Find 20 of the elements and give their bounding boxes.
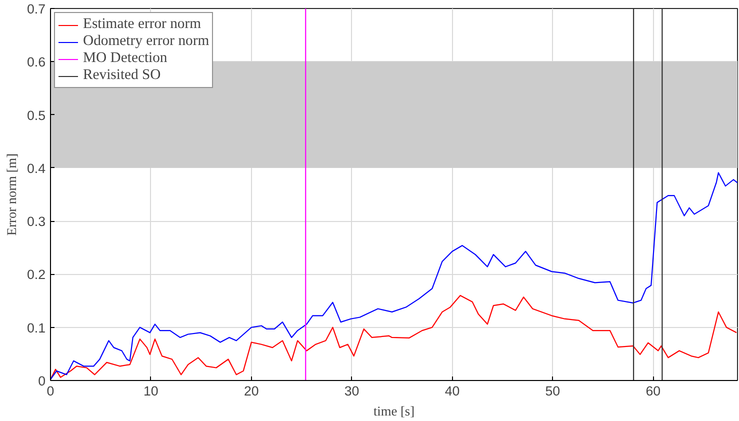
legend-label: Revisited SO bbox=[83, 67, 161, 84]
y-tick-label: 0.1 bbox=[26, 320, 46, 336]
y-tick-label: 0.3 bbox=[26, 214, 46, 230]
y-tick-label: 0.5 bbox=[26, 108, 46, 123]
y-tick-label: 0.6 bbox=[26, 54, 46, 70]
y-tick-label: 0.4 bbox=[26, 160, 46, 176]
y-tick-label: 0.2 bbox=[26, 267, 46, 282]
x-tick-label: 10 bbox=[144, 384, 158, 398]
y-axis-title: Error norm [m] bbox=[4, 153, 19, 236]
legend-label: Estimate error norm bbox=[83, 16, 202, 33]
x-tick-label: 60 bbox=[646, 384, 661, 398]
x-tick-label: 40 bbox=[444, 384, 460, 398]
legend-label: MO Detection bbox=[83, 50, 168, 67]
x-tick-label: 50 bbox=[545, 384, 560, 398]
y-tick-label: 0 bbox=[38, 374, 46, 388]
x-tick-label: 30 bbox=[344, 384, 360, 398]
x-axis-title: time [s] bbox=[373, 404, 415, 418]
y-tick-label: 0.7 bbox=[26, 2, 46, 16]
legend-label: Odometry error norm bbox=[83, 33, 210, 50]
x-tick-label: 20 bbox=[244, 384, 259, 398]
